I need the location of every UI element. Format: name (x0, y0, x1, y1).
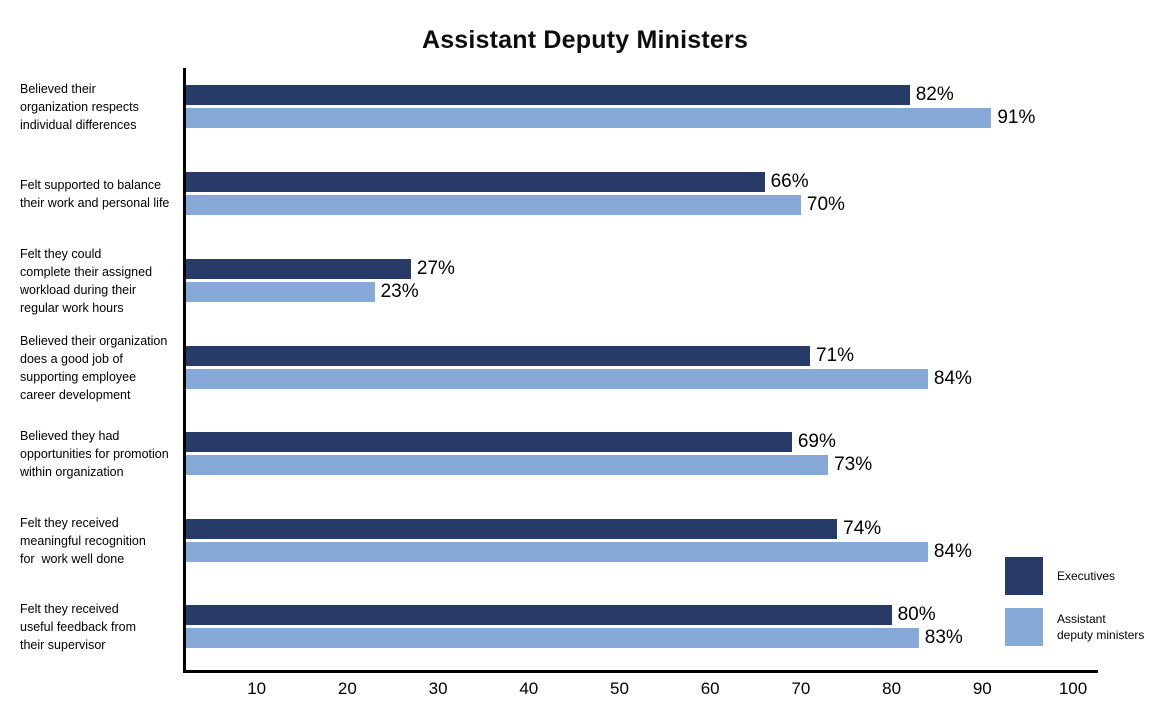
bar-executives (186, 605, 892, 625)
bar-assistant-deputy-ministers (186, 455, 829, 475)
category-labels: Believed their organization respects ind… (0, 68, 181, 670)
x-tick-label: 50 (610, 679, 629, 698)
bar-executives (186, 85, 910, 105)
bar-executives (186, 259, 411, 279)
x-tick-label: 80 (882, 679, 902, 698)
x-tick-label: 40 (519, 679, 539, 698)
legend: Executives Assistant deputy ministers (1005, 557, 1170, 659)
value-label: 69% (797, 431, 836, 452)
x-tick-label: 20 (337, 679, 357, 698)
value-label: 84% (933, 541, 972, 562)
category-label: Believed their organization does a good … (20, 333, 168, 402)
x-tick-label: 90 (972, 679, 992, 698)
value-label: 23% (380, 281, 419, 302)
legend-label-executives: Executives (1057, 569, 1116, 583)
value-label: 83% (924, 627, 963, 648)
value-label: 66% (770, 171, 809, 192)
category-label: Believed their organization respects ind… (20, 81, 139, 132)
x-tick-label: 10 (247, 679, 267, 698)
bar-assistant-deputy-ministers (186, 369, 928, 389)
plot-area: 10 20 30 40 50 60 70 80 90 100 82% 91% 66% 70% 27% 23%… (183, 68, 1098, 698)
bar-assistant-deputy-ministers (186, 628, 919, 648)
value-label: 80% (897, 604, 936, 625)
bar-assistant-deputy-ministers (186, 282, 375, 302)
bar-executives (186, 432, 792, 452)
legend-label-assistant-deputy-ministers: Assistant deputy ministers (1057, 612, 1145, 642)
bar-executives (186, 346, 810, 366)
legend-item-executives: Executives (1005, 557, 1170, 595)
value-label: 91% (997, 107, 1036, 128)
value-label: 82% (915, 84, 954, 105)
x-tick-label: 30 (428, 679, 448, 698)
value-label: 70% (806, 194, 845, 215)
x-axis-ticks: 10 20 30 40 50 60 70 80 90 100 (186, 670, 1098, 704)
category-label: Believed they had opportunities for prom… (20, 428, 169, 479)
x-tick-label: 100 (1058, 679, 1088, 698)
value-label: 74% (843, 518, 882, 539)
category-label: Felt they could complete their assigned … (20, 246, 153, 315)
category-label: Felt they received meaningful recognitio… (20, 515, 146, 566)
legend-item-assistant-deputy-ministers: Assistant deputy ministers (1005, 608, 1170, 646)
value-label: 71% (815, 345, 854, 366)
legend-swatch-executives (1005, 557, 1043, 595)
chart-title: Assistant Deputy Ministers (421, 26, 749, 54)
x-tick-label: 70 (791, 679, 811, 698)
value-label: 73% (834, 454, 873, 475)
bar-assistant-deputy-ministers (186, 195, 801, 215)
category-label: Felt supported to balance their work and… (20, 177, 170, 210)
bar-executives (186, 519, 838, 539)
bar-assistant-deputy-ministers (186, 542, 928, 562)
bar-executives (186, 172, 765, 192)
legend-swatch-assistant-deputy-ministers (1005, 608, 1043, 646)
category-label: Felt they received useful feedback from … (20, 601, 137, 652)
bar-assistant-deputy-ministers (186, 108, 992, 128)
value-label: 27% (416, 258, 455, 279)
value-label: 84% (933, 368, 972, 389)
x-tick-label: 60 (700, 679, 720, 698)
